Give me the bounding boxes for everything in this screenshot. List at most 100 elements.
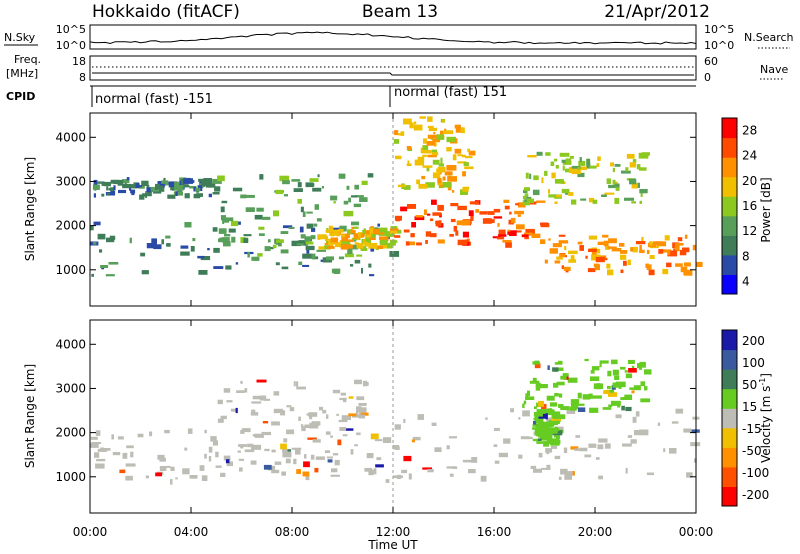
power-echo-cell: [173, 191, 183, 196]
velocity-echo-cell: [620, 397, 625, 400]
velocity-echo-cell: [271, 449, 276, 453]
power-echo-cell: [325, 229, 332, 233]
power-echo-cell: [497, 236, 505, 240]
power-echo-cell: [523, 189, 528, 194]
velocity-echo-cell: [630, 439, 637, 444]
power-echo-cell: [363, 238, 366, 245]
power-echo-cell: [427, 134, 438, 139]
velocity-echo-cell: [354, 444, 358, 447]
y-tick-label: 3000: [55, 174, 86, 188]
power-echo-cell: [558, 240, 569, 244]
velocity-echo-cell: [422, 467, 432, 470]
power-echo-cell: [555, 165, 559, 169]
power-echo-cell: [223, 217, 234, 222]
power-echo-cell: [393, 139, 400, 144]
velocity-echo-cell: [295, 448, 301, 455]
velocity-echo-cell: [339, 427, 347, 431]
velocity-echo-layer: [90, 358, 701, 485]
velocity-echo-cell: [208, 456, 212, 462]
velocity-echo-cell: [125, 463, 136, 467]
velocity-echo-cell: [282, 451, 292, 458]
power-echo-cell: [304, 236, 312, 242]
velocity-echo-cell: [261, 431, 272, 436]
power-echo-cell: [131, 191, 135, 196]
power-echo-cell: [254, 214, 263, 220]
power-echo-cell: [129, 187, 132, 191]
power-echo-cell: [407, 241, 415, 246]
velocity-echo-cell: [694, 458, 697, 463]
power-echo-cell: [425, 231, 432, 237]
power-echo-cell: [275, 239, 284, 243]
velocity-echo-cell: [657, 422, 660, 426]
velocity-echo-cell: [357, 407, 367, 413]
velocity-echo-cell: [627, 359, 635, 364]
velocity-echo-cell: [522, 410, 530, 417]
velocity-echo-cell: [548, 423, 553, 427]
colorbar-swatch: [722, 427, 737, 448]
power-echo-cell: [589, 165, 597, 169]
velocity-echo-cell: [330, 435, 333, 438]
velocity-echo-cell: [334, 459, 340, 466]
velocity-echo-cell: [640, 381, 646, 387]
cpid-segment-1: normal (fast) -151: [95, 92, 213, 107]
power-echo-cell: [447, 176, 457, 182]
power-echo-cell: [425, 182, 435, 188]
velocity-echo-cell: [532, 361, 540, 365]
power-echo-cell: [198, 270, 208, 275]
power-echo-cell: [592, 199, 598, 204]
velocity-echo-cell: [566, 408, 576, 414]
velocity-echo-cell: [355, 411, 359, 416]
velocity-echo-cell: [533, 420, 537, 425]
velocity-echo-cell: [226, 461, 233, 467]
nsky-label: N.Sky: [4, 31, 36, 44]
power-echo-cell: [343, 200, 349, 205]
noise-sky-trace: [89, 31, 697, 45]
power-echo-cell: [361, 239, 372, 245]
velocity-echo-cell: [324, 450, 330, 453]
power-echo-cell: [390, 226, 398, 231]
velocity-echo-cell: [252, 395, 261, 400]
power-echo-cell: [122, 183, 132, 189]
power-echo-cell: [577, 241, 583, 245]
velocity-echo-cell: [137, 433, 144, 438]
power-echo-cell: [394, 215, 402, 221]
power-echo-cell: [454, 148, 462, 154]
power-echo-cell: [524, 199, 529, 202]
date-label: 21/Apr/2012: [604, 2, 710, 22]
velocity-echo-cell: [296, 386, 306, 390]
x-tick-label: 16:00: [477, 525, 512, 539]
velocity-echo-cell: [545, 413, 548, 420]
power-echo-cell: [423, 209, 427, 215]
colorbar-swatch: [722, 118, 737, 139]
power-echo-cell: [94, 185, 97, 191]
power-echo-cell: [328, 229, 338, 233]
velocity-echo-cell: [159, 466, 167, 471]
velocity-echo-cell: [311, 421, 321, 426]
velocity-echo-cell: [90, 443, 99, 448]
velocity-echo-cell: [149, 431, 153, 437]
power-echo-cell: [664, 235, 670, 241]
power-echo-cell: [544, 259, 548, 264]
power-echo-cell: [529, 173, 532, 180]
power-echo-cell: [291, 240, 301, 247]
velocity-echo-cell: [669, 448, 677, 454]
power-echo-cell: [251, 256, 260, 261]
velocity-echo-cell: [263, 464, 272, 470]
velocity-echo-cell: [304, 424, 311, 428]
velocity-echo-cell: [374, 439, 383, 442]
power-echo-cell: [629, 178, 637, 185]
power-echo-cell: [639, 249, 645, 254]
velocity-echo-cell: [558, 476, 562, 480]
power-echo-cell: [385, 231, 395, 237]
velocity-colorbar-label-main: Velocity [m s: [759, 386, 773, 463]
velocity-echo-cell: [184, 447, 188, 451]
velocity-echo-cell: [546, 395, 555, 401]
power-echo-cell: [288, 226, 295, 229]
nave-tick-top: 60: [704, 55, 718, 68]
power-echo-cell: [623, 260, 627, 266]
power-echo-cell: [355, 195, 364, 198]
power-echo-cell: [240, 194, 247, 199]
power-echo-cell: [503, 199, 510, 203]
power-echo-cell: [455, 128, 461, 133]
power-echo-cell: [597, 241, 606, 245]
